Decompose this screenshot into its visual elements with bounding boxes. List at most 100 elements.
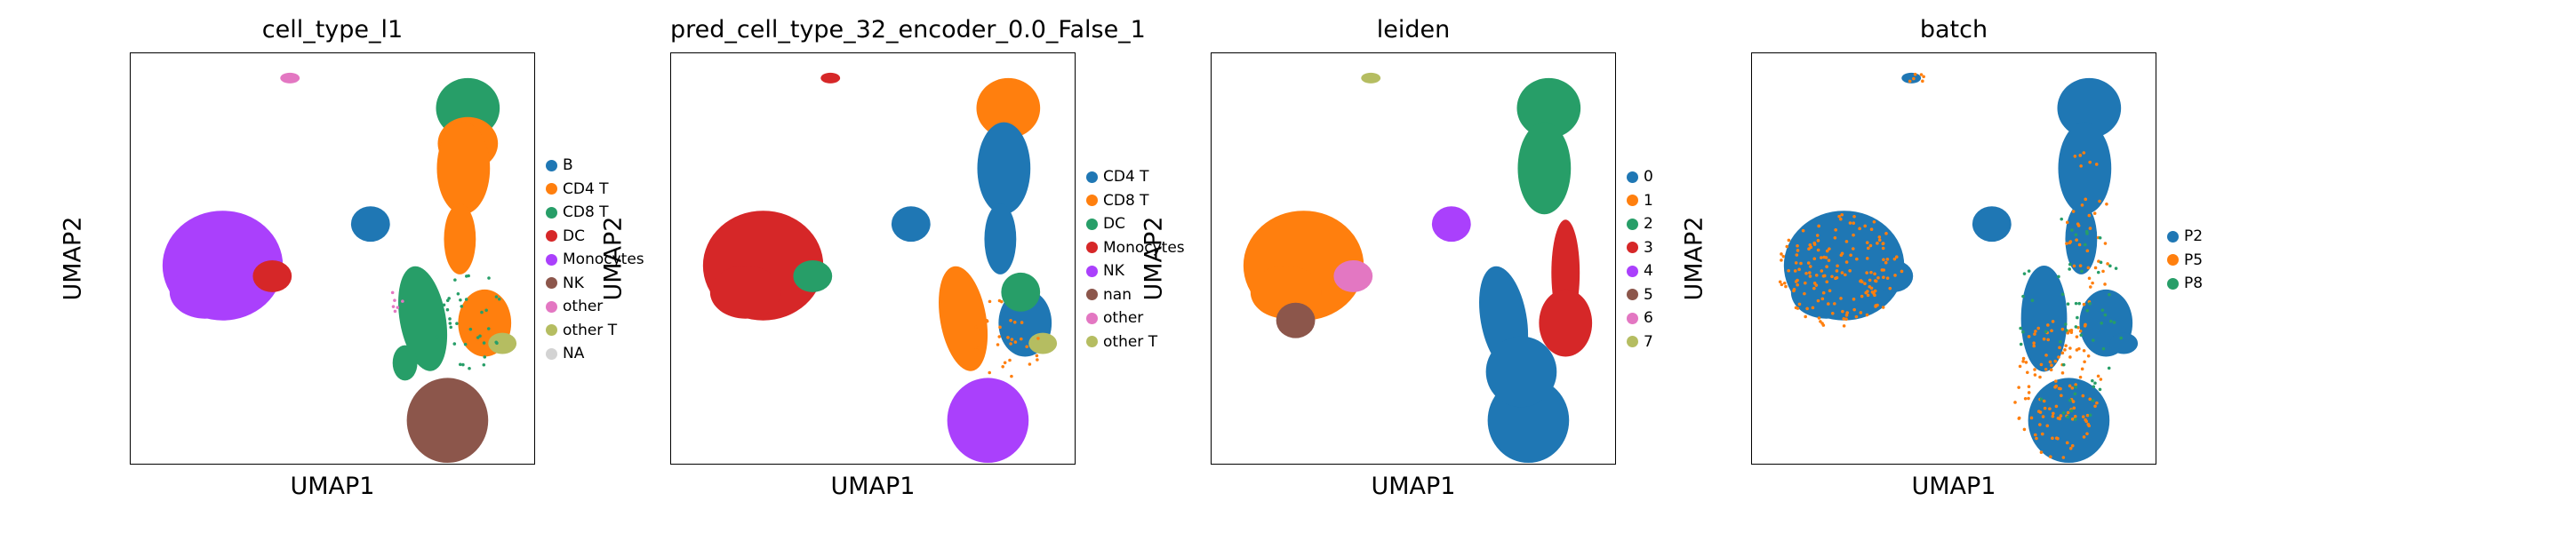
cell-point xyxy=(2057,417,2060,420)
cell-point xyxy=(2050,363,2053,367)
cell-point xyxy=(2067,302,2070,306)
cell-point xyxy=(1820,269,1824,273)
cell-point xyxy=(2095,402,2099,405)
cluster-p2 xyxy=(1972,206,2012,242)
legend-item: P2 xyxy=(2167,225,2203,249)
cell-point xyxy=(2097,271,2100,274)
cell-point xyxy=(2083,303,2086,306)
cell-point xyxy=(483,341,486,345)
cluster-4 xyxy=(1432,206,1471,242)
cell-point xyxy=(2067,411,2070,415)
panel-title: cell_type_l1 xyxy=(130,16,535,44)
cell-point xyxy=(1822,323,1826,327)
cell-point xyxy=(2066,416,2069,419)
umap-panel-leiden: leiden UMAP1 UMAP2 01234567 xyxy=(1081,0,1703,533)
cell-point xyxy=(2079,264,2083,267)
cluster-6 xyxy=(1333,260,1372,292)
cell-point xyxy=(1001,365,1004,369)
cell-point xyxy=(1865,271,1868,274)
cell-point xyxy=(1921,80,1924,84)
cell-point xyxy=(2046,323,2050,327)
cell-point xyxy=(1852,221,1855,225)
cell-point xyxy=(2088,398,2092,402)
cell-point xyxy=(2041,433,2044,436)
cell-point xyxy=(1863,282,1867,285)
cell-point xyxy=(1825,265,1828,268)
cell-point xyxy=(1783,282,1787,285)
cell-point xyxy=(1886,258,1890,261)
cell-point xyxy=(2044,330,2048,334)
cell-point xyxy=(1870,287,1874,290)
cell-point xyxy=(977,346,980,350)
x-axis-label: UMAP1 xyxy=(130,473,535,500)
cell-point xyxy=(1013,321,1017,324)
cell-point xyxy=(2054,360,2058,363)
cell-point xyxy=(2088,276,2092,280)
cell-point xyxy=(2085,232,2089,235)
cell-point xyxy=(1893,258,1897,261)
panel-title: leiden xyxy=(1211,16,1616,44)
cluster-cd4-t xyxy=(892,206,931,242)
cell-point xyxy=(2057,355,2060,359)
cell-point xyxy=(1825,280,1828,283)
cell-point xyxy=(1874,304,1877,307)
cell-point xyxy=(1008,359,1012,362)
cell-point xyxy=(1882,247,1885,251)
cell-point xyxy=(2040,398,2044,402)
cell-point xyxy=(459,362,462,366)
cell-point xyxy=(2024,397,2028,401)
legend-swatch xyxy=(2167,254,2179,266)
cell-point xyxy=(2051,437,2054,441)
cell-point xyxy=(2071,444,2075,448)
cell-point xyxy=(443,328,446,331)
cell-point xyxy=(1804,272,1808,275)
cell-point xyxy=(1028,362,1032,366)
cell-point xyxy=(1900,270,1904,274)
cell-point xyxy=(2040,363,2044,367)
cell-point xyxy=(2034,373,2037,377)
cluster-monocytes xyxy=(820,73,840,84)
cell-point xyxy=(487,276,491,280)
cell-point xyxy=(1870,227,1874,231)
cell-point xyxy=(2052,412,2055,416)
cell-point xyxy=(2038,376,2042,379)
cell-point xyxy=(2032,341,2036,345)
cell-point xyxy=(2109,320,2113,323)
legend: P2 P5 P8 xyxy=(2167,225,2203,296)
umap-scatter xyxy=(131,53,534,464)
cell-point xyxy=(461,363,465,367)
cell-point xyxy=(1011,338,1014,341)
cell-point xyxy=(2034,330,2037,333)
umap-scatter xyxy=(671,53,1075,464)
cell-point xyxy=(457,292,460,296)
cell-point xyxy=(2019,327,2022,330)
cell-point xyxy=(498,298,501,301)
cell-point xyxy=(1852,247,1855,251)
cell-point xyxy=(393,298,396,302)
cluster-dc xyxy=(793,260,832,292)
cell-point xyxy=(401,299,404,303)
cluster-cd4-t xyxy=(436,123,490,215)
cell-point xyxy=(1839,218,1843,221)
cell-point xyxy=(2084,324,2087,328)
cell-point xyxy=(1878,239,1882,243)
cell-point xyxy=(1812,306,1815,310)
cell-point xyxy=(469,328,473,331)
cell-point xyxy=(1014,340,1018,344)
cell-point xyxy=(452,342,456,346)
cell-point xyxy=(1796,244,1799,248)
cell-point xyxy=(2091,282,2094,285)
cell-point xyxy=(2068,263,2072,266)
cell-point xyxy=(2075,302,2078,306)
cell-point xyxy=(495,341,499,345)
cell-point xyxy=(2037,410,2041,413)
cell-point xyxy=(2061,328,2065,331)
cell-point xyxy=(1036,354,1039,358)
cell-point xyxy=(2098,200,2101,203)
cell-point xyxy=(1020,338,1023,341)
cell-point xyxy=(2083,360,2086,363)
cell-point xyxy=(2072,210,2076,213)
cell-point xyxy=(2092,385,2096,388)
cell-point xyxy=(2075,233,2078,236)
cell-point xyxy=(2074,415,2077,418)
